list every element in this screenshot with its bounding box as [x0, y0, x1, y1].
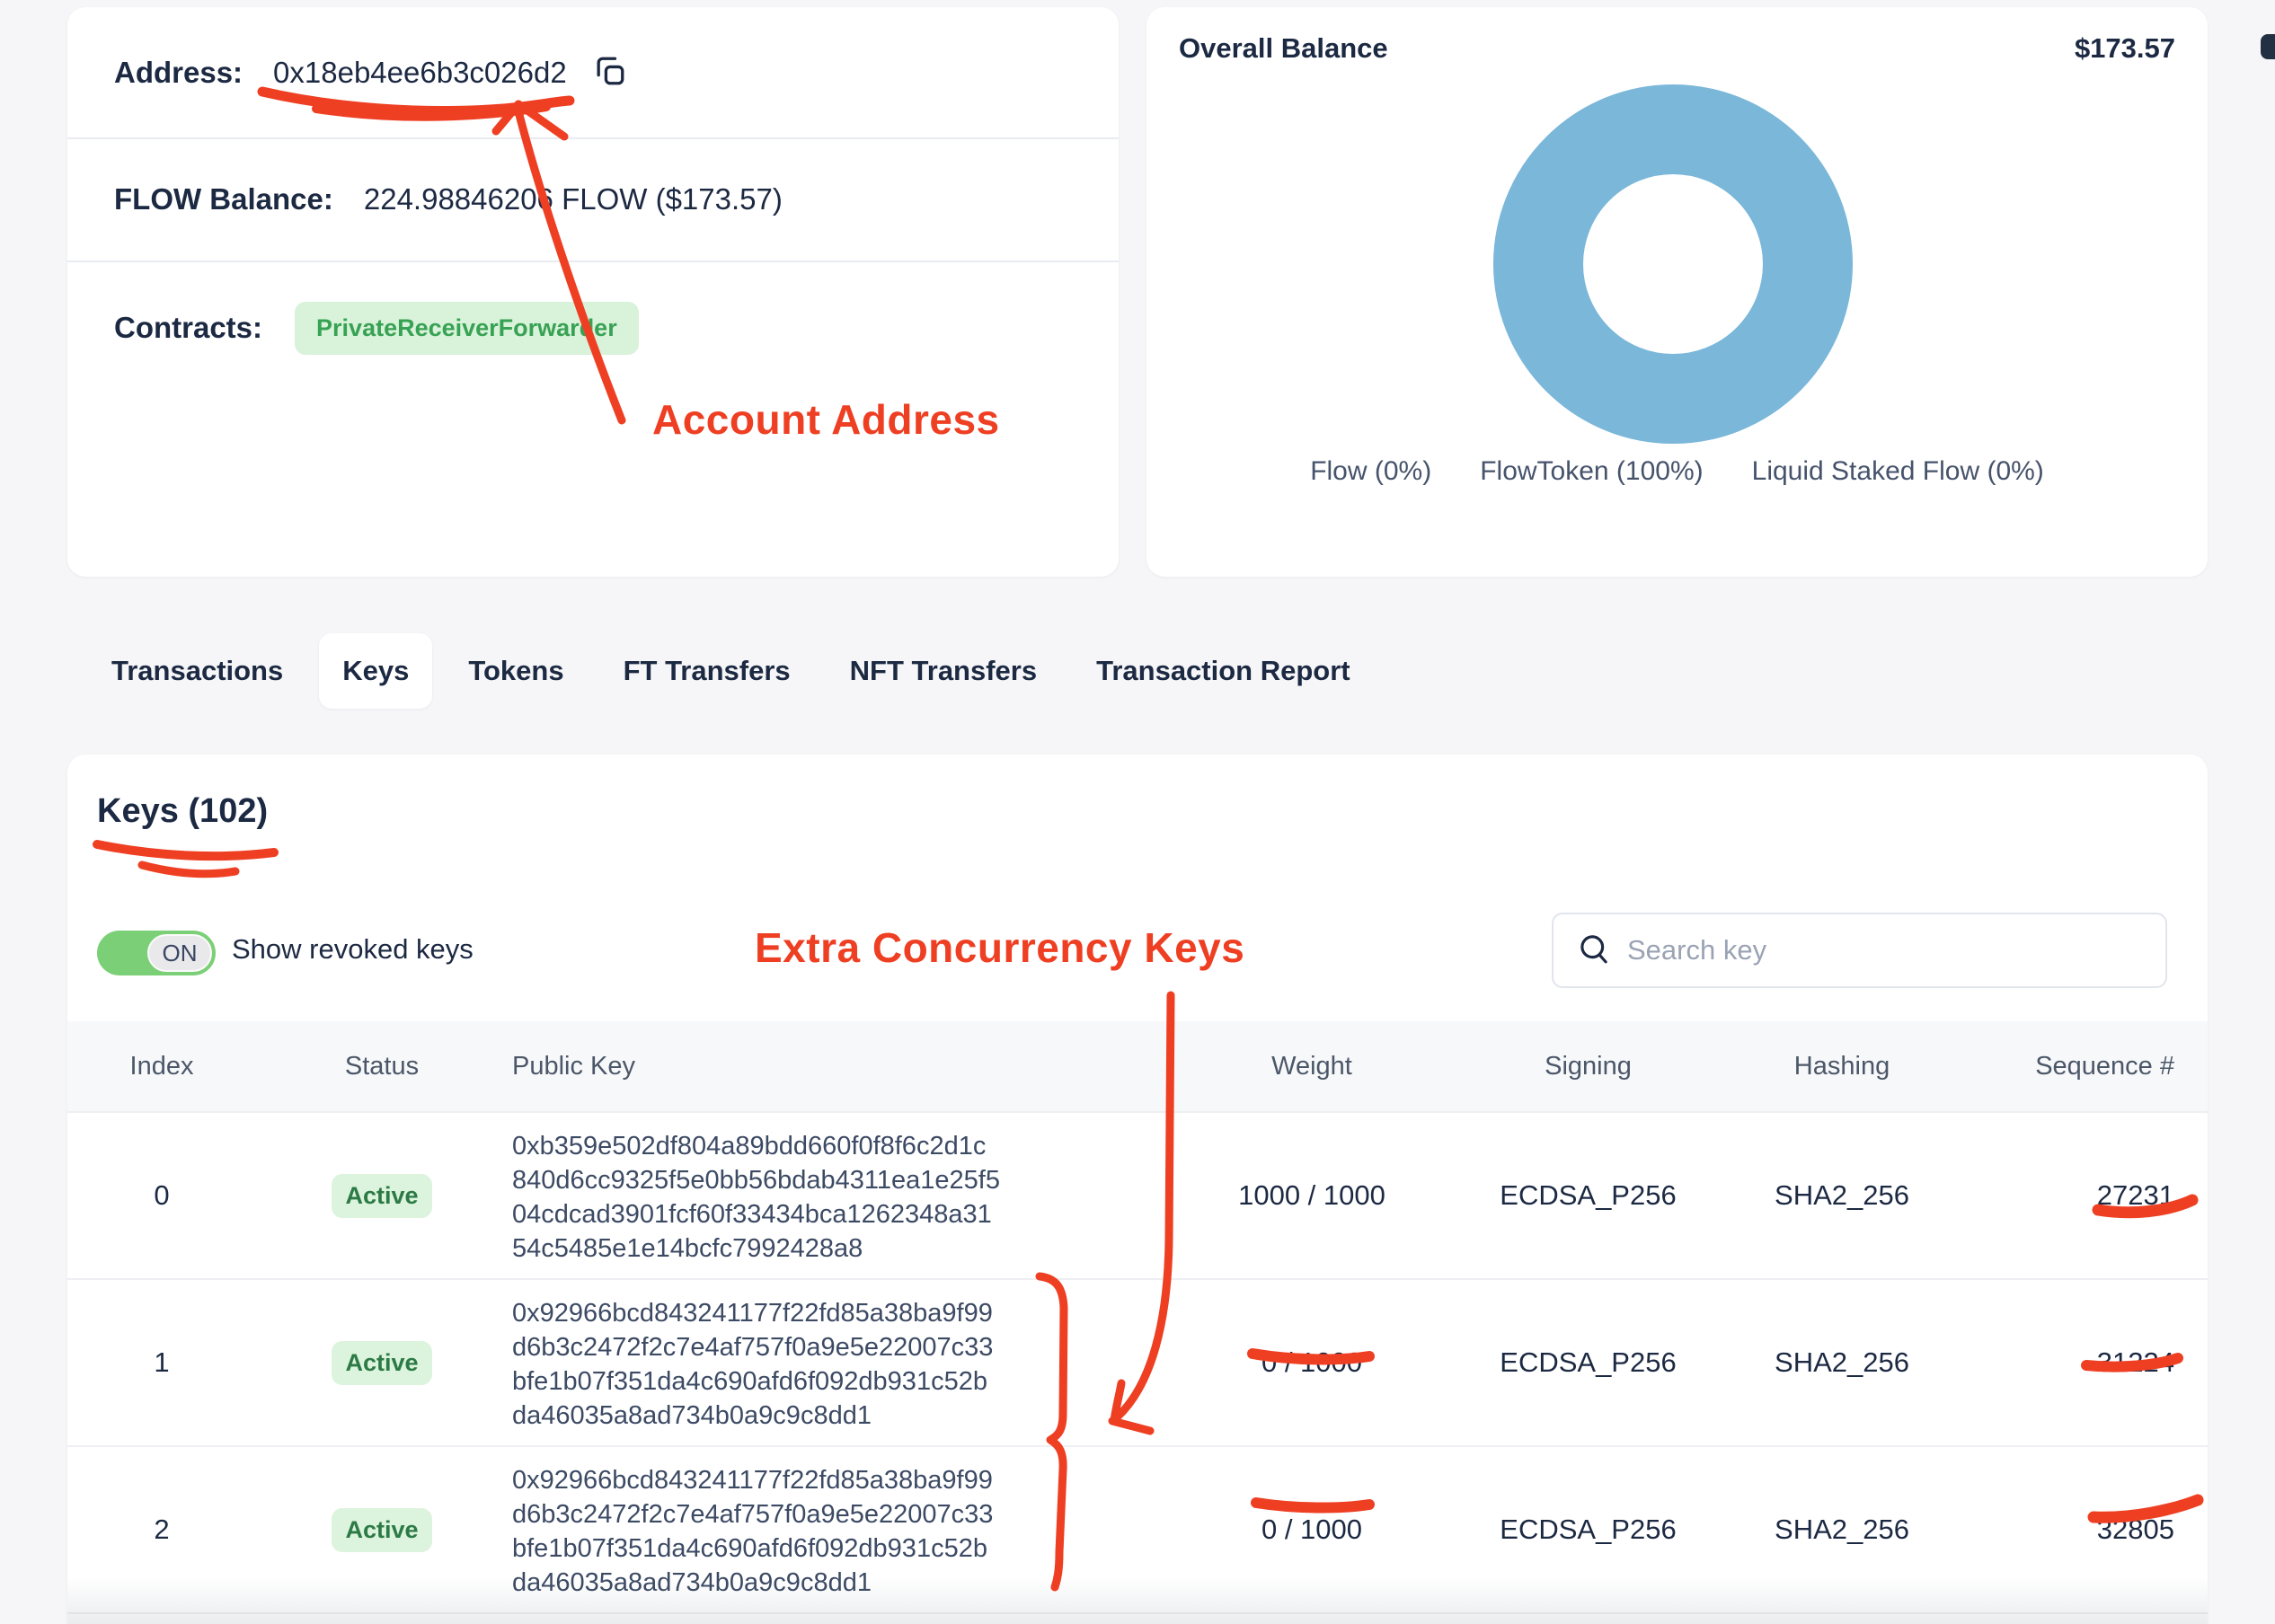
tab-transactions[interactable]: Transactions — [88, 633, 306, 709]
toggle-knob: ON — [147, 934, 212, 972]
key-row-0: 0 Active 0xb359e502df804a89bdd660f0f8f6c2d… — [67, 1111, 2208, 1278]
status-badge: Active — [332, 1340, 432, 1385]
address-label: Address: — [114, 55, 243, 89]
account-info-card: Address: 0x18eb4ee6b3c026d2 FLOW Balance… — [67, 7, 1119, 577]
tab-keys[interactable]: Keys — [319, 633, 433, 709]
key-index: 1 — [154, 1346, 170, 1378]
balance-donut-chart — [1493, 84, 1853, 444]
account-tabs: Transactions Keys Tokens FT Transfers NFT Tr… — [88, 631, 1374, 711]
overall-balance-amount: $173.57 — [2074, 32, 2175, 64]
column-header-status: Status — [344, 1051, 420, 1081]
contracts-row: Contracts: PrivateReceiverForwarder — [114, 260, 1092, 395]
key-signing: ECDSA_P256 — [1500, 1514, 1677, 1545]
legend-item: Flow (0%) — [1310, 456, 1432, 486]
key-row-3: 3Active0x92966bcd843241177f22fd85a38ba9f… — [67, 1612, 2208, 1624]
public-key: 0xb359e502df804a89bdd660f0f8f6c2d1c 840d… — [512, 1132, 1000, 1263]
key-weight: 0 / 1000 — [1261, 1346, 1363, 1378]
contract-badge[interactable]: PrivateReceiverForwarder — [295, 301, 639, 355]
search-key-box — [1552, 913, 2167, 988]
public-key: 0x92966bcd843241177f22fd85a38ba9f99 d6b3… — [512, 1466, 994, 1597]
address-value: 0x18eb4ee6b3c026d2 — [273, 55, 567, 89]
key-row-1: 1 Active 0x92966bcd843241177f22fd85a38ba9f… — [67, 1278, 2208, 1445]
key-signing: ECDSA_P256 — [1500, 1179, 1677, 1211]
key-hashing: SHA2_256 — [1775, 1514, 1909, 1545]
key-index: 2 — [154, 1514, 170, 1545]
column-header-signing: Signing — [1545, 1051, 1632, 1081]
address-row: Address: 0x18eb4ee6b3c026d2 — [114, 7, 1092, 137]
key-sequence: 31224 — [2096, 1346, 2174, 1378]
keys-controls: ON Show revoked keys — [67, 913, 2208, 1008]
key-hashing: SHA2_256 — [1775, 1346, 1909, 1378]
copy-address-button[interactable] — [590, 53, 630, 93]
status-badge: Active — [332, 1173, 432, 1218]
flow-balance-label: FLOW Balance: — [114, 181, 333, 216]
contracts-label: Contracts: — [114, 311, 263, 344]
key-sequence: 32805 — [2096, 1514, 2174, 1545]
key-weight: 1000 / 1000 — [1238, 1179, 1385, 1211]
key-status: Active — [256, 1173, 508, 1218]
keys-table-header: Index Status Public Key Weight Signing Hashin… — [67, 1021, 2208, 1111]
donut-legend: Flow (0%) FlowToken (100%) Liquid Staked F… — [1146, 456, 2208, 487]
column-header-public-key: Public Key — [512, 1051, 636, 1081]
key-signing: ECDSA_P256 — [1500, 1346, 1677, 1378]
key-status: Active — [256, 1507, 508, 1552]
column-header-sequence-: Sequence # — [2035, 1051, 2174, 1081]
copy-icon — [590, 51, 630, 93]
public-key: 0x92966bcd843241177f22fd85a38ba9f99 d6b3… — [512, 1299, 994, 1430]
legend-item: Liquid Staked Flow (0%) — [1751, 456, 2044, 486]
keys-table: Index Status Public Key Weight Signing Hashin… — [67, 1021, 2208, 1624]
key-index: 0 — [154, 1179, 170, 1211]
key-hashing: SHA2_256 — [1775, 1179, 1909, 1211]
flow-balance-value: 224.98846206 FLOW ($173.57) — [363, 181, 783, 216]
tab-nft-transfers[interactable]: NFT Transfers — [827, 633, 1060, 709]
show-revoked-toggle[interactable]: ON — [97, 931, 216, 975]
search-icon — [1575, 930, 1613, 972]
legend-item: FlowToken (100%) — [1480, 456, 1704, 486]
tab-transaction-report[interactable]: Transaction Report — [1073, 633, 1374, 709]
tab-ft-transfers[interactable]: FT Transfers — [600, 633, 814, 709]
show-revoked-label: Show revoked keys — [232, 933, 474, 965]
search-key-input[interactable] — [1625, 933, 2165, 967]
public-key: 0x92966bcd843241177f22fd85a38ba9f99 d6b3… — [508, 1614, 1208, 1624]
status-badge: Active — [332, 1507, 432, 1552]
flow-balance-row: FLOW Balance: 224.98846206 FLOW ($173.57… — [114, 139, 1092, 259]
tab-tokens[interactable]: Tokens — [445, 633, 587, 709]
keys-section-title: Keys (102) — [97, 792, 269, 830]
overall-balance-card: Overall Balance $173.57 Flow (0%) FlowTok… — [1146, 7, 2208, 577]
keys-table-body: 0 Active 0xb359e502df804a89bdd660f0f8f6c2d… — [67, 1111, 2208, 1624]
column-header-hashing: Hashing — [1793, 1051, 1890, 1081]
column-header-index: Index — [129, 1051, 194, 1081]
overall-balance-title: Overall Balance — [1179, 32, 1388, 64]
key-row-2: 2 Active 0x92966bcd843241177f22fd85a38ba9f… — [67, 1445, 2208, 1612]
edge-widget-cutoff[interactable] — [2261, 34, 2275, 59]
keys-card: Keys (102) ON Show revoked keys Index Sta… — [67, 755, 2208, 1624]
column-header-weight: Weight — [1271, 1051, 1352, 1081]
key-weight: 0 / 1000 — [1261, 1514, 1363, 1545]
key-sequence: 27231 — [2096, 1179, 2174, 1211]
key-status: Active — [256, 1340, 508, 1385]
